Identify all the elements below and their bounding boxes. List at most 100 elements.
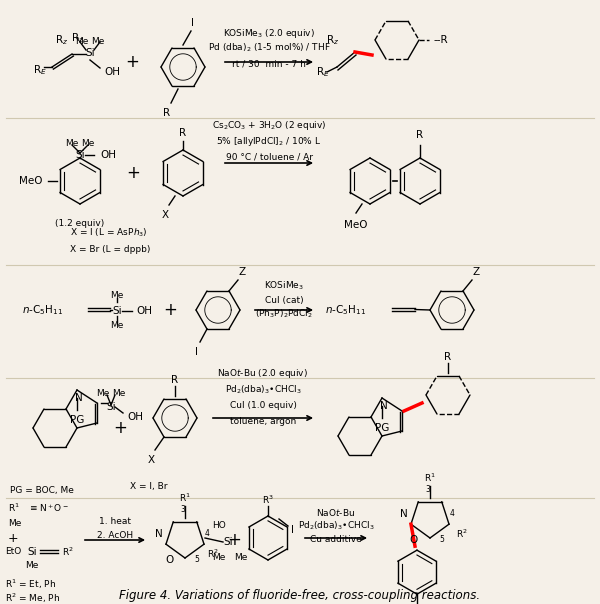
Text: Me: Me bbox=[82, 138, 95, 147]
Text: N: N bbox=[380, 401, 388, 411]
Text: $n$-C$_5$H$_{11}$: $n$-C$_5$H$_{11}$ bbox=[22, 303, 63, 317]
Text: 4: 4 bbox=[449, 510, 454, 518]
Text: +: + bbox=[163, 301, 177, 319]
Text: 90 °C / toluene / Ar: 90 °C / toluene / Ar bbox=[226, 152, 313, 161]
Text: 3: 3 bbox=[425, 486, 430, 495]
Text: Me: Me bbox=[110, 321, 124, 330]
Text: MeO: MeO bbox=[19, 176, 42, 186]
Text: R: R bbox=[179, 128, 187, 138]
Text: I: I bbox=[290, 525, 293, 535]
Text: N: N bbox=[400, 509, 408, 519]
Text: X = I (L = AsP$h_3$): X = I (L = AsP$h_3$) bbox=[70, 226, 148, 239]
Text: N: N bbox=[75, 393, 83, 403]
Text: +: + bbox=[113, 419, 127, 437]
Text: Pd$_2$(dba)$_3$•CHCl$_3$: Pd$_2$(dba)$_3$•CHCl$_3$ bbox=[225, 384, 301, 396]
Text: Me: Me bbox=[91, 37, 104, 47]
Text: Z: Z bbox=[472, 267, 479, 277]
Text: 3: 3 bbox=[181, 506, 185, 515]
Text: Me: Me bbox=[97, 388, 110, 397]
Text: 5% [allylPdCl]$_2$ / 10% L: 5% [allylPdCl]$_2$ / 10% L bbox=[217, 135, 322, 147]
Text: CuI (cat): CuI (cat) bbox=[265, 295, 304, 304]
Text: R$^2$ = Me, Ph: R$^2$ = Me, Ph bbox=[5, 591, 61, 604]
Text: rt / 30  min - 7 h: rt / 30 min - 7 h bbox=[232, 60, 306, 68]
Text: R$^1$: R$^1$ bbox=[424, 472, 436, 484]
Text: $n$-C$_5$H$_{11}$: $n$-C$_5$H$_{11}$ bbox=[325, 303, 366, 317]
Text: 5: 5 bbox=[194, 556, 199, 565]
Text: R: R bbox=[445, 352, 452, 362]
Text: +: + bbox=[125, 53, 139, 71]
Text: MeO: MeO bbox=[344, 220, 368, 230]
Text: Si: Si bbox=[112, 306, 122, 316]
Text: I: I bbox=[194, 347, 197, 357]
Text: (Ph$_3$P)$_2$PdCl$_2$: (Ph$_3$P)$_2$PdCl$_2$ bbox=[255, 308, 313, 320]
Text: R$^1$: R$^1$ bbox=[8, 502, 20, 514]
Text: (1.2 equiv): (1.2 equiv) bbox=[55, 219, 104, 228]
Text: 5: 5 bbox=[440, 536, 445, 544]
Text: +: + bbox=[126, 164, 140, 182]
Text: R$_E$: R$_E$ bbox=[316, 65, 330, 79]
Text: CuI (1.0 equiv): CuI (1.0 equiv) bbox=[230, 402, 296, 411]
Text: R: R bbox=[163, 108, 170, 118]
Text: R$^1$ = Et, Ph: R$^1$ = Et, Ph bbox=[5, 577, 56, 591]
Text: toluene, argon: toluene, argon bbox=[230, 417, 296, 426]
Text: Me: Me bbox=[235, 553, 248, 562]
Text: Si: Si bbox=[106, 402, 116, 412]
Text: Me: Me bbox=[212, 553, 226, 562]
Text: R$_z$: R$_z$ bbox=[71, 31, 85, 45]
Text: PG: PG bbox=[70, 415, 84, 425]
Text: X: X bbox=[148, 455, 155, 465]
Text: Si: Si bbox=[75, 150, 85, 160]
Text: EtO: EtO bbox=[5, 547, 21, 556]
Text: PG = BOC, Me: PG = BOC, Me bbox=[10, 486, 74, 495]
Text: PG: PG bbox=[375, 423, 389, 433]
Text: OH: OH bbox=[104, 67, 120, 77]
Text: KOSiMe$_3$: KOSiMe$_3$ bbox=[264, 280, 304, 292]
Text: NaO$t$-Bu (2.0 equiv): NaO$t$-Bu (2.0 equiv) bbox=[217, 367, 308, 381]
Text: N: N bbox=[155, 529, 163, 539]
Text: Si: Si bbox=[27, 547, 37, 557]
Text: R$^2$: R$^2$ bbox=[456, 528, 468, 540]
Text: --R: --R bbox=[433, 35, 448, 45]
Text: Cs$_2$CO$_3$ + 3H$_2$O (2 equiv): Cs$_2$CO$_3$ + 3H$_2$O (2 equiv) bbox=[212, 118, 326, 132]
Text: I: I bbox=[191, 18, 194, 28]
Text: X = Br (L = dppb): X = Br (L = dppb) bbox=[70, 245, 151, 254]
Text: R$^1$: R$^1$ bbox=[179, 492, 191, 504]
Text: O: O bbox=[165, 555, 173, 565]
Text: R$_z$: R$_z$ bbox=[55, 33, 68, 47]
Text: +: + bbox=[227, 531, 241, 549]
Text: NaO$t$-Bu: NaO$t$-Bu bbox=[316, 507, 356, 518]
Text: +: + bbox=[8, 532, 19, 544]
Text: OH: OH bbox=[136, 306, 152, 316]
Text: Si: Si bbox=[85, 48, 95, 58]
Text: O: O bbox=[410, 535, 418, 545]
Text: R: R bbox=[172, 375, 179, 385]
Text: Si: Si bbox=[223, 537, 233, 547]
Text: Cu additive: Cu additive bbox=[310, 536, 362, 544]
Text: Me: Me bbox=[25, 562, 38, 571]
Text: Pd (dba)$_2$ (1-5 mol%) / THF: Pd (dba)$_2$ (1-5 mol%) / THF bbox=[208, 42, 331, 54]
Text: R: R bbox=[416, 130, 424, 140]
Text: Me: Me bbox=[8, 519, 22, 528]
Text: $\equiv$N$^+$O$^-$: $\equiv$N$^+$O$^-$ bbox=[28, 502, 69, 514]
Text: OH: OH bbox=[127, 412, 143, 422]
Text: X: X bbox=[161, 210, 169, 220]
Text: Me: Me bbox=[76, 37, 89, 47]
Text: 1. heat: 1. heat bbox=[99, 518, 131, 527]
Text: 4: 4 bbox=[205, 530, 209, 539]
Text: X = I, Br: X = I, Br bbox=[130, 481, 167, 490]
Text: OH: OH bbox=[100, 150, 116, 160]
Text: R$^2$: R$^2$ bbox=[207, 548, 219, 560]
Text: Me: Me bbox=[112, 388, 125, 397]
Text: 2. AcOH: 2. AcOH bbox=[97, 532, 133, 541]
Text: R$_E$: R$_E$ bbox=[33, 63, 47, 77]
Text: Z: Z bbox=[238, 267, 245, 277]
Text: KOSiMe$_3$ (2.0 equiv): KOSiMe$_3$ (2.0 equiv) bbox=[223, 28, 315, 40]
Text: Me: Me bbox=[65, 138, 79, 147]
Text: HO: HO bbox=[212, 521, 226, 530]
Text: R$_3$: R$_3$ bbox=[410, 603, 424, 604]
Text: Me: Me bbox=[110, 292, 124, 301]
Text: Pd$_2$(dba)$_3$•CHCl$_3$: Pd$_2$(dba)$_3$•CHCl$_3$ bbox=[298, 520, 374, 532]
Text: R$^3$: R$^3$ bbox=[262, 494, 274, 506]
Text: R$_z$: R$_z$ bbox=[326, 33, 340, 47]
Text: Figure 4. Variations of fluoride-free, cross-coupling reactions.: Figure 4. Variations of fluoride-free, c… bbox=[119, 588, 481, 602]
